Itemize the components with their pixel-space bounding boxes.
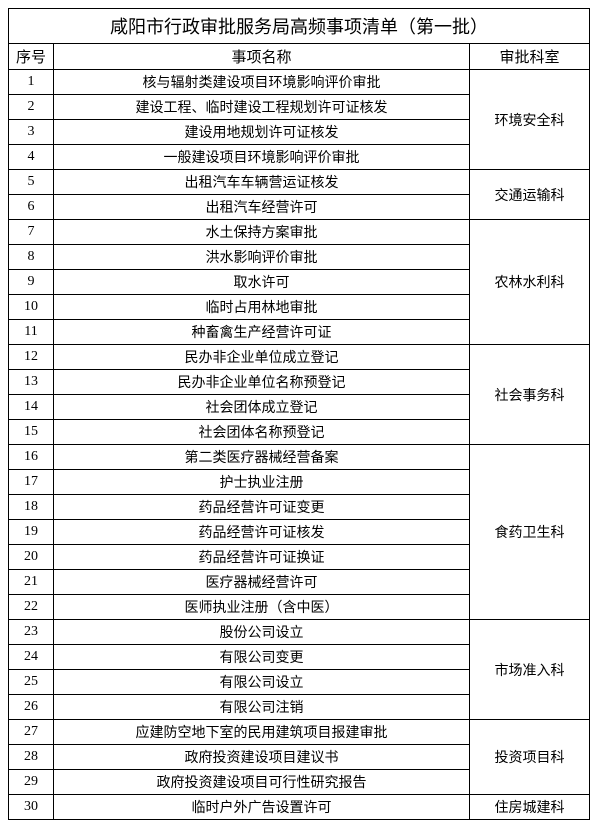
cell-dept: 环境安全科 — [470, 70, 590, 170]
cell-name: 出租汽车车辆营运证核发 — [54, 170, 470, 195]
cell-dept: 市场准入科 — [470, 620, 590, 720]
header-name: 事项名称 — [54, 44, 470, 70]
cell-name: 临时户外广告设置许可 — [54, 795, 470, 820]
table-row: 27应建防空地下室的民用建筑项目报建审批投资项目科 — [9, 720, 590, 745]
cell-seq: 1 — [9, 70, 54, 95]
cell-seq: 7 — [9, 220, 54, 245]
cell-seq: 19 — [9, 520, 54, 545]
cell-seq: 23 — [9, 620, 54, 645]
cell-seq: 16 — [9, 445, 54, 470]
cell-name: 一般建设项目环境影响评价审批 — [54, 145, 470, 170]
cell-name: 取水许可 — [54, 270, 470, 295]
table-title: 咸阳市行政审批服务局高频事项清单（第一批） — [9, 9, 590, 44]
table-row: 12民办非企业单位成立登记社会事务科 — [9, 345, 590, 370]
approval-items-table: 咸阳市行政审批服务局高频事项清单（第一批） 序号 事项名称 审批科室 1核与辐射… — [8, 8, 590, 820]
cell-seq: 17 — [9, 470, 54, 495]
table-row: 1核与辐射类建设项目环境影响评价审批环境安全科 — [9, 70, 590, 95]
cell-name: 医师执业注册（含中医） — [54, 595, 470, 620]
cell-name: 护士执业注册 — [54, 470, 470, 495]
cell-name: 政府投资建设项目建议书 — [54, 745, 470, 770]
table-title-row: 咸阳市行政审批服务局高频事项清单（第一批） — [9, 9, 590, 44]
cell-seq: 11 — [9, 320, 54, 345]
cell-seq: 12 — [9, 345, 54, 370]
cell-name: 临时占用林地审批 — [54, 295, 470, 320]
cell-seq: 26 — [9, 695, 54, 720]
cell-seq: 20 — [9, 545, 54, 570]
table-row: 16第二类医疗器械经营备案食药卫生科 — [9, 445, 590, 470]
cell-dept: 食药卫生科 — [470, 445, 590, 620]
cell-seq: 24 — [9, 645, 54, 670]
cell-name: 民办非企业单位名称预登记 — [54, 370, 470, 395]
cell-seq: 28 — [9, 745, 54, 770]
cell-seq: 14 — [9, 395, 54, 420]
header-seq: 序号 — [9, 44, 54, 70]
cell-name: 药品经营许可证换证 — [54, 545, 470, 570]
cell-name: 药品经营许可证核发 — [54, 520, 470, 545]
table-row: 5出租汽车车辆营运证核发交通运输科 — [9, 170, 590, 195]
table-header-row: 序号 事项名称 审批科室 — [9, 44, 590, 70]
cell-dept: 住房城建科 — [470, 795, 590, 820]
cell-seq: 4 — [9, 145, 54, 170]
cell-name: 核与辐射类建设项目环境影响评价审批 — [54, 70, 470, 95]
table-row: 23股份公司设立市场准入科 — [9, 620, 590, 645]
cell-seq: 29 — [9, 770, 54, 795]
cell-seq: 18 — [9, 495, 54, 520]
cell-seq: 10 — [9, 295, 54, 320]
cell-name: 建设用地规划许可证核发 — [54, 120, 470, 145]
cell-seq: 5 — [9, 170, 54, 195]
cell-dept: 投资项目科 — [470, 720, 590, 795]
cell-name: 药品经营许可证变更 — [54, 495, 470, 520]
cell-seq: 13 — [9, 370, 54, 395]
cell-dept: 社会事务科 — [470, 345, 590, 445]
header-dept: 审批科室 — [470, 44, 590, 70]
table-body: 1核与辐射类建设项目环境影响评价审批环境安全科2建设工程、临时建设工程规划许可证… — [9, 70, 590, 820]
cell-seq: 30 — [9, 795, 54, 820]
cell-seq: 9 — [9, 270, 54, 295]
cell-name: 建设工程、临时建设工程规划许可证核发 — [54, 95, 470, 120]
cell-dept: 交通运输科 — [470, 170, 590, 220]
cell-name: 第二类医疗器械经营备案 — [54, 445, 470, 470]
cell-name: 洪水影响评价审批 — [54, 245, 470, 270]
cell-name: 水土保持方案审批 — [54, 220, 470, 245]
cell-seq: 22 — [9, 595, 54, 620]
cell-name: 有限公司变更 — [54, 645, 470, 670]
cell-seq: 21 — [9, 570, 54, 595]
cell-seq: 3 — [9, 120, 54, 145]
cell-dept: 农林水利科 — [470, 220, 590, 345]
cell-name: 出租汽车经营许可 — [54, 195, 470, 220]
cell-name: 有限公司注销 — [54, 695, 470, 720]
cell-seq: 8 — [9, 245, 54, 270]
cell-name: 股份公司设立 — [54, 620, 470, 645]
cell-name: 政府投资建设项目可行性研究报告 — [54, 770, 470, 795]
table-row: 30临时户外广告设置许可住房城建科 — [9, 795, 590, 820]
cell-seq: 25 — [9, 670, 54, 695]
cell-seq: 2 — [9, 95, 54, 120]
cell-name: 有限公司设立 — [54, 670, 470, 695]
cell-name: 医疗器械经营许可 — [54, 570, 470, 595]
cell-seq: 27 — [9, 720, 54, 745]
cell-seq: 6 — [9, 195, 54, 220]
cell-name: 社会团体名称预登记 — [54, 420, 470, 445]
cell-name: 种畜禽生产经营许可证 — [54, 320, 470, 345]
table-row: 7水土保持方案审批农林水利科 — [9, 220, 590, 245]
cell-seq: 15 — [9, 420, 54, 445]
cell-name: 应建防空地下室的民用建筑项目报建审批 — [54, 720, 470, 745]
cell-name: 社会团体成立登记 — [54, 395, 470, 420]
cell-name: 民办非企业单位成立登记 — [54, 345, 470, 370]
